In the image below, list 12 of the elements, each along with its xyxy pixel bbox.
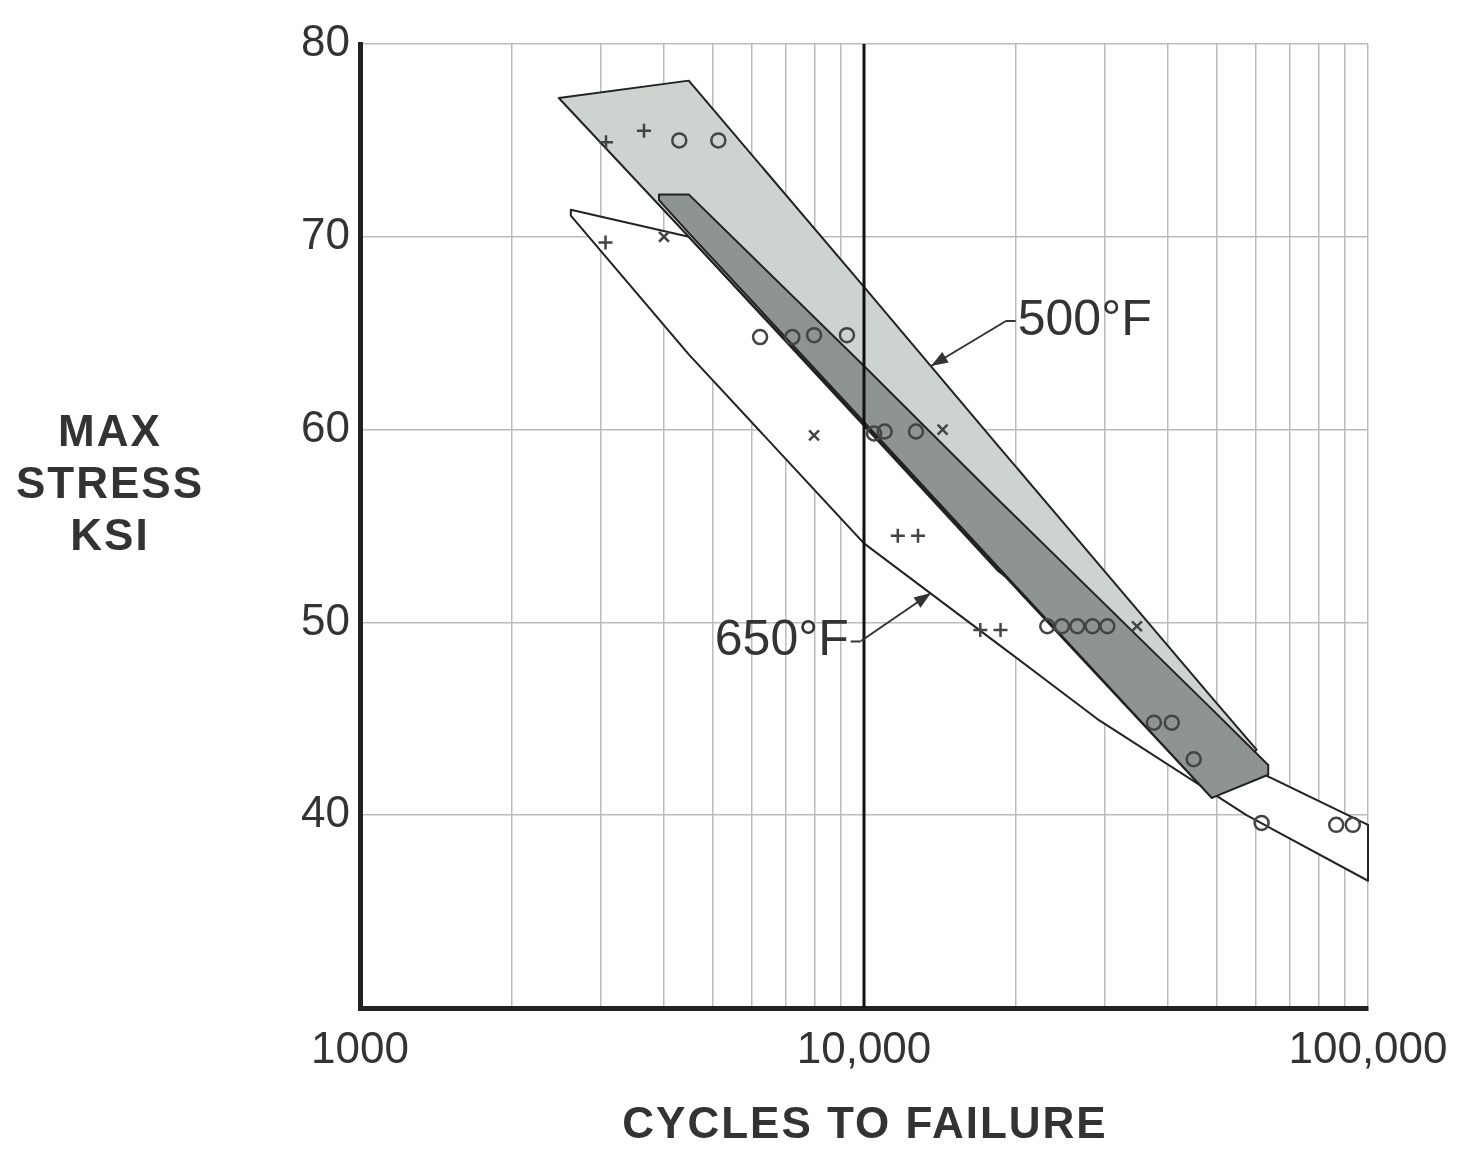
- x-axis-title: CYCLES TO FAILURE: [621, 1098, 1109, 1148]
- y-tick-label: 80: [301, 16, 350, 66]
- x-tick-label: 100,000: [1288, 1022, 1448, 1072]
- x-tick-label: 1000: [311, 1022, 409, 1072]
- y-axis-title: MAX STRESS KSI: [14, 405, 205, 561]
- series-label: 650°F: [714, 610, 849, 667]
- y-tick-label: 60: [301, 401, 350, 451]
- x-tick-label: 10,000: [796, 1022, 932, 1072]
- y-tick-label: 70: [301, 208, 350, 258]
- series-label: 500°F: [1017, 289, 1152, 346]
- y-tick-label: 40: [301, 787, 350, 837]
- y-tick-label: 50: [301, 594, 350, 644]
